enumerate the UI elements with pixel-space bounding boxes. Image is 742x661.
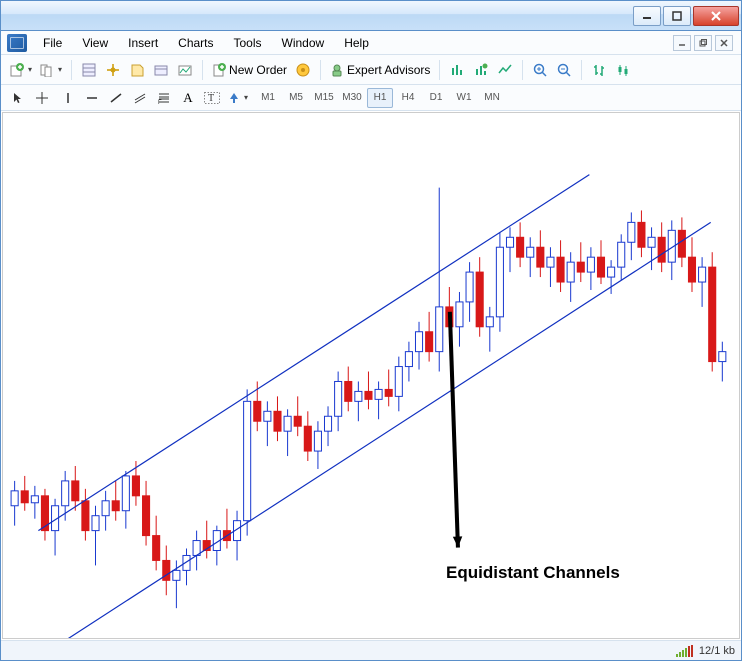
timeframe-mn[interactable]: MN xyxy=(479,88,505,108)
timeframe-d1[interactable]: D1 xyxy=(423,88,449,108)
crosshair-button[interactable] xyxy=(31,87,53,109)
market-watch-button[interactable] xyxy=(78,59,100,81)
chevron-down-icon: ▾ xyxy=(244,93,248,102)
profiles-button[interactable]: ▾ xyxy=(37,59,65,81)
app-icon xyxy=(7,34,27,52)
bar-chart-button[interactable] xyxy=(588,59,610,81)
trendline-button[interactable] xyxy=(105,87,127,109)
menu-file[interactable]: File xyxy=(33,33,72,53)
zoom-out-button[interactable] xyxy=(553,59,575,81)
metaquotes-button[interactable] xyxy=(292,59,314,81)
mdi-close-button[interactable] xyxy=(715,35,733,51)
indicator-list-button[interactable] xyxy=(446,59,468,81)
terminal-button[interactable] xyxy=(150,59,172,81)
annotation-label: Equidistant Channels xyxy=(446,563,620,583)
text-button[interactable]: A xyxy=(177,87,199,109)
candlestick-chart xyxy=(3,113,739,638)
mdi-minimize-button[interactable] xyxy=(673,35,691,51)
data-window-button[interactable] xyxy=(126,59,148,81)
menu-insert[interactable]: Insert xyxy=(118,33,168,53)
new-order-label: New Order xyxy=(229,63,287,77)
svg-text:F: F xyxy=(158,100,162,104)
candle-chart-button[interactable] xyxy=(612,59,634,81)
menu-tools[interactable]: Tools xyxy=(224,33,272,53)
periodicity-button[interactable] xyxy=(470,59,492,81)
menubar: File View Insert Charts Tools Window Hel… xyxy=(1,31,741,55)
app-window: File View Insert Charts Tools Window Hel… xyxy=(0,0,742,661)
vertical-line-button[interactable] xyxy=(57,87,79,109)
connection-icon xyxy=(676,645,693,657)
expert-advisors-label: Expert Advisors xyxy=(347,63,430,77)
maximize-button[interactable] xyxy=(663,6,691,26)
templates-button[interactable] xyxy=(494,59,516,81)
timeframe-w1[interactable]: W1 xyxy=(451,88,477,108)
navigator-button[interactable] xyxy=(102,59,124,81)
titlebar xyxy=(1,1,741,31)
menu-view[interactable]: View xyxy=(72,33,118,53)
menu-window[interactable]: Window xyxy=(272,33,335,53)
chevron-down-icon: ▾ xyxy=(58,65,62,74)
svg-text:T: T xyxy=(208,93,214,104)
main-toolbar: ▾ ▾ New Order Expert Advisors xyxy=(1,55,741,85)
text-label-button[interactable]: T xyxy=(201,87,223,109)
objects-toolbar: F A T ▾ M1 M5 M15 M30 H1 H4 D1 W1 MN xyxy=(1,85,741,111)
expert-advisors-button[interactable]: Expert Advisors xyxy=(327,59,433,81)
menu-charts[interactable]: Charts xyxy=(168,33,223,53)
zoom-in-button[interactable] xyxy=(529,59,551,81)
chevron-down-icon: ▾ xyxy=(28,65,32,74)
timeframe-m1[interactable]: M1 xyxy=(255,88,281,108)
new-order-button[interactable]: New Order xyxy=(209,59,290,81)
menu-help[interactable]: Help xyxy=(334,33,379,53)
statusbar: 12/1 kb xyxy=(1,640,741,660)
timeframe-h4[interactable]: H4 xyxy=(395,88,421,108)
arrows-button[interactable]: ▾ xyxy=(225,87,251,109)
horizontal-line-button[interactable] xyxy=(81,87,103,109)
chart-area[interactable]: Equidistant Channels xyxy=(2,112,740,639)
timeframe-h1[interactable]: H1 xyxy=(367,88,393,108)
cursor-button[interactable] xyxy=(7,87,29,109)
equidistant-channel-button[interactable] xyxy=(129,87,151,109)
timeframe-m15[interactable]: M15 xyxy=(311,88,337,108)
timeframe-m30[interactable]: M30 xyxy=(339,88,365,108)
minimize-button[interactable] xyxy=(633,6,661,26)
new-chart-button[interactable]: ▾ xyxy=(7,59,35,81)
fibonacci-button[interactable]: F xyxy=(153,87,175,109)
close-button[interactable] xyxy=(693,6,739,26)
timeframe-m5[interactable]: M5 xyxy=(283,88,309,108)
connection-status: 12/1 kb xyxy=(699,645,735,657)
strategy-tester-button[interactable] xyxy=(174,59,196,81)
mdi-restore-button[interactable] xyxy=(694,35,712,51)
